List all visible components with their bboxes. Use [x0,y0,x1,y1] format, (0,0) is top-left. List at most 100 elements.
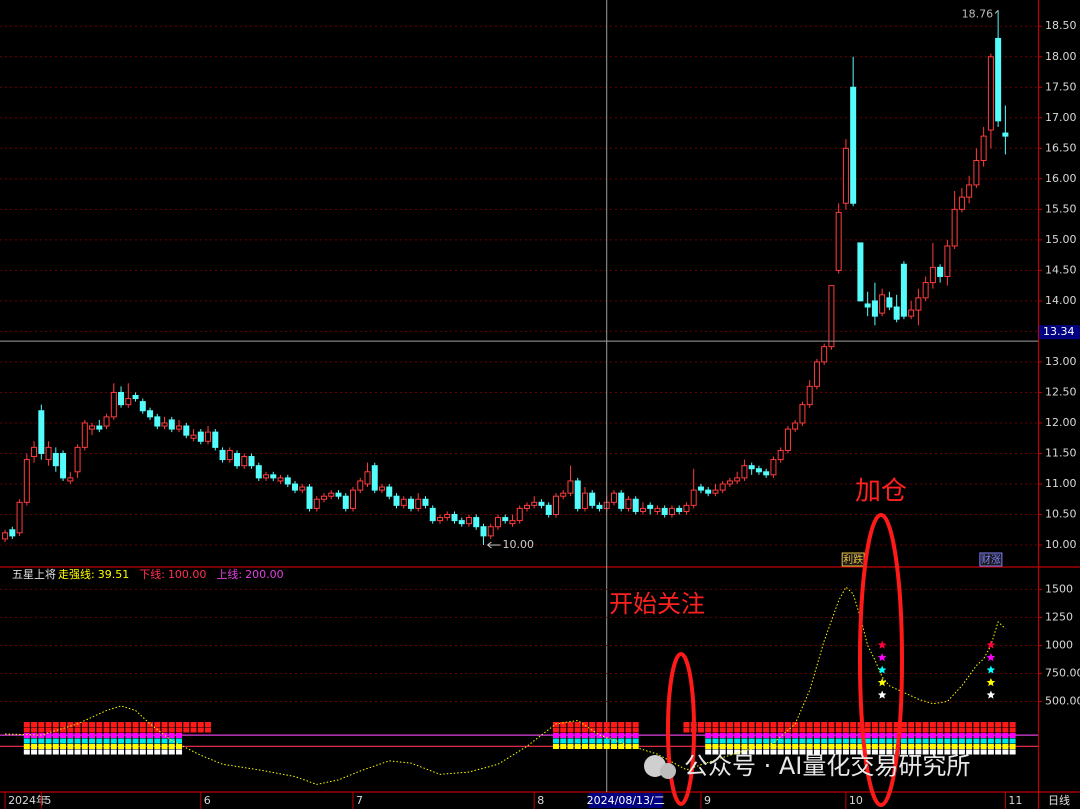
signal-block [581,738,588,744]
candle-body [523,504,530,509]
signal-block [110,744,117,749]
signal-block [183,727,190,733]
signal-block [581,733,588,738]
y-tick-label: 1500 [1045,582,1073,595]
candle-body [487,526,494,537]
candle-body [110,391,117,418]
event-label: 利跌 [843,553,863,566]
signal-block [741,744,748,749]
y-tick-label: 14.00 [1045,294,1077,307]
signal-block [958,727,965,733]
signal-block [89,744,96,749]
y-tick-label: 15.50 [1045,202,1077,215]
signal-block [806,749,813,755]
candle-body [176,425,183,430]
candle-body [357,480,364,491]
y-tick-label: 11.00 [1045,477,1077,490]
signal-block [712,722,719,727]
signal-block [763,738,770,744]
candle-body [690,489,697,506]
signal-block [813,744,820,749]
indicator-line [5,586,1006,785]
signal-block [792,733,799,738]
signal-block [31,738,38,744]
signal-block [835,727,842,733]
candle-body [850,86,857,204]
highlight-ellipse [858,513,904,807]
signal-block [697,722,704,727]
signal-block [850,738,857,744]
signal-block [908,744,915,749]
signal-block [734,744,741,749]
signal-block [734,727,741,733]
candle-body [748,465,755,470]
signal-block [683,727,690,733]
signal-block [110,722,117,727]
signal-block [197,727,204,733]
signal-block [973,727,980,733]
signal-block [625,738,632,744]
legend-name: 上线: [216,567,242,581]
signal-block [1009,727,1016,733]
signal-block [168,738,175,744]
signal-block [734,738,741,744]
signal-block [1009,722,1016,727]
signal-block [806,722,813,727]
signal-block [726,722,733,727]
y-tick-label: 12.00 [1045,416,1077,429]
signal-block [1002,738,1009,744]
signal-block [944,722,951,727]
signal-block [835,722,842,727]
signal-block [922,722,929,727]
candle-body [125,398,132,406]
signal-block [67,749,74,755]
signal-block [763,733,770,738]
signal-block [197,722,204,727]
signal-block [89,733,96,738]
signal-block [879,738,886,744]
signal-block [589,744,596,749]
signal-block [799,722,806,727]
signal-star [877,640,887,649]
signal-block [96,738,103,744]
candle-body [509,520,516,525]
signal-block [987,727,994,733]
y-tick-label: 15.00 [1045,233,1077,246]
signal-block [132,744,139,749]
signal-block [574,744,581,749]
signal-block [719,733,726,738]
candle-body [813,361,820,387]
signal-block [784,722,791,727]
signal-block [574,738,581,744]
signal-block [154,749,161,755]
candle-body [915,297,922,311]
candle-body [299,486,306,491]
signal-block [705,738,712,744]
signal-block [560,727,567,733]
signal-block [190,727,197,733]
signal-block [67,722,74,727]
signal-block [1009,749,1016,755]
signal-block [806,738,813,744]
signal-block [900,738,907,744]
crosshair-price-box [1039,325,1080,340]
signal-block [161,733,168,738]
signal-block [31,733,38,738]
candle-body [951,208,958,247]
low-label: 10.00 [502,538,533,551]
signal-block [632,744,639,749]
high-label: 18.76 [962,7,994,20]
candle-body [922,282,929,299]
signal-block [45,749,52,755]
signal-block [168,744,175,749]
signal-block [871,727,878,733]
signal-block [915,727,922,733]
y-tick-label: 1000 [1045,638,1073,651]
candle-body [596,504,603,509]
signal-block [60,749,67,755]
signal-block [52,738,59,744]
signal-block [176,749,183,755]
signal-block [589,733,596,738]
signal-block [893,722,900,727]
